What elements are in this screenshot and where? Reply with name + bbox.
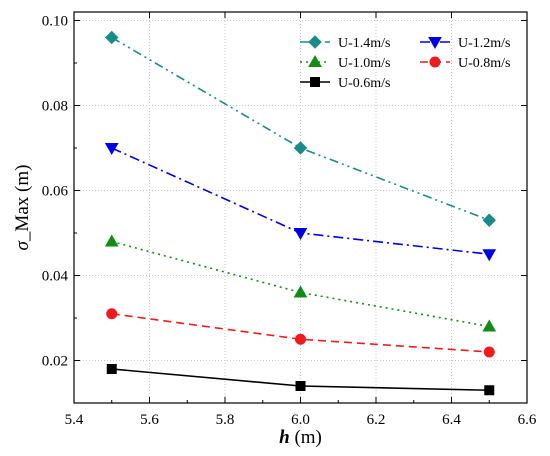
x-tick-label: 6.2 — [367, 412, 386, 428]
legend-item: U-1.4m/s — [300, 35, 391, 51]
series-line — [111, 312, 490, 353]
data-point — [293, 285, 308, 298]
data-point — [104, 143, 119, 156]
y-axis-title: σ_Max (m) — [12, 165, 33, 251]
legend-marker — [428, 37, 442, 50]
data-point — [105, 30, 119, 45]
data-point — [106, 308, 118, 320]
legend-marker — [429, 56, 441, 68]
y-tick-label: 0.06 — [42, 184, 69, 200]
x-tick-label: 6.4 — [442, 412, 461, 428]
x-axis-title-var: h — [279, 427, 290, 448]
legend-item: U-1.2m/s — [420, 36, 511, 51]
series-line — [111, 36, 490, 221]
data-point — [293, 228, 308, 241]
x-axis-title-unit: (m) — [290, 427, 322, 448]
data-point — [482, 319, 497, 332]
series-3 — [106, 308, 495, 358]
y-axis-title-var: σ — [12, 240, 33, 250]
data-point — [484, 385, 495, 396]
legend-marker — [308, 35, 322, 49]
x-tick-label: 5.4 — [65, 412, 84, 428]
x-tick-label: 6.6 — [518, 412, 537, 428]
series-2 — [104, 234, 497, 332]
series-layer — [104, 30, 497, 396]
series-0 — [105, 30, 496, 227]
data-point — [106, 364, 117, 374]
y-tick-label: 0.02 — [42, 354, 68, 370]
legend-item: U-0.8m/s — [420, 56, 511, 71]
legend-item: U-0.6m/s — [300, 76, 391, 91]
legend-marker — [310, 77, 320, 87]
legend-label: U-1.4m/s — [338, 36, 391, 51]
legend-label: U-1.2m/s — [458, 36, 511, 51]
y-tick-label: 0.10 — [42, 14, 68, 30]
x-axis-title: h (m) — [279, 427, 322, 448]
data-point — [483, 346, 495, 358]
grid — [74, 12, 527, 403]
x-tick-label: 5.8 — [216, 412, 235, 428]
legend: U-1.4m/s U-1.2m/s U-1.0m/s U-0.8m/s U-0.6m/s — [300, 35, 511, 91]
y-axis-title-rest: _Max (m) — [12, 165, 33, 243]
series-1 — [104, 143, 497, 262]
data-point — [482, 249, 497, 262]
data-point — [295, 333, 306, 345]
x-tick-label: 6.0 — [291, 412, 310, 428]
x-tick-label: 5.6 — [140, 412, 159, 428]
data-point — [104, 234, 119, 247]
data-point — [295, 381, 306, 391]
data-point — [482, 213, 496, 227]
series-line — [111, 240, 490, 328]
legend-item: U-1.0m/s — [300, 54, 391, 71]
y-tick-label: 0.08 — [42, 99, 68, 115]
data-point — [293, 141, 308, 155]
legend-label: U-1.0m/s — [338, 56, 391, 71]
y-tick-label: 0.04 — [42, 269, 69, 285]
legend-label: U-0.8m/s — [458, 56, 511, 71]
legend-label: U-0.6m/s — [338, 76, 391, 91]
legend-marker — [308, 54, 322, 67]
axis-ticks: 5.4 5.6 5.8 6.0 6.2 6.4 6.6 0.02 0.04 0.06 0.08 0.1… — [42, 12, 537, 428]
series-4 — [106, 364, 495, 396]
